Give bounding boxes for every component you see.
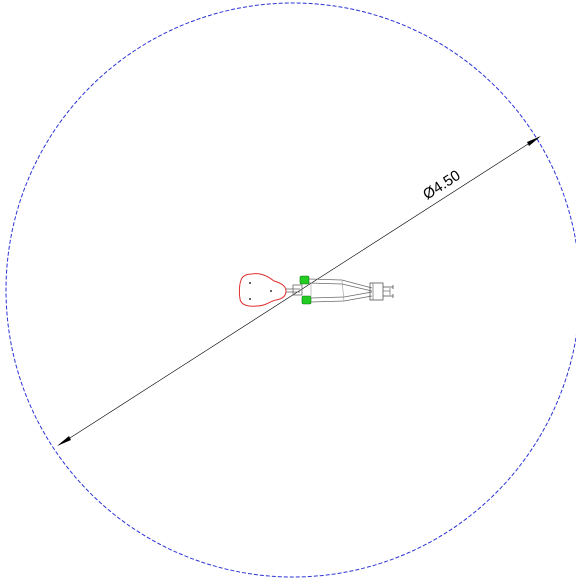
robot-arm-links [308,278,373,303]
gripper [369,282,394,301]
motor-joints [299,275,312,305]
joint-lower [301,295,312,305]
gripper-body [369,282,384,301]
dimension-arrow-lower-left [57,436,71,446]
robot-base [238,273,287,307]
dimension-arrow-upper-right [527,136,541,146]
shoulder-bracket [292,284,303,296]
joint-upper [299,275,310,285]
base-outline [238,273,287,307]
diameter-dimension: Ø4.50 [57,136,541,446]
base-mount-hole [249,282,251,284]
base-mount-hole [249,298,251,300]
base-mount-hole [270,290,272,292]
shoulder-link [286,284,303,296]
diameter-label: Ø4.50 [420,167,464,203]
reach-boundary-circle [5,2,576,578]
dimension-line [58,136,540,446]
